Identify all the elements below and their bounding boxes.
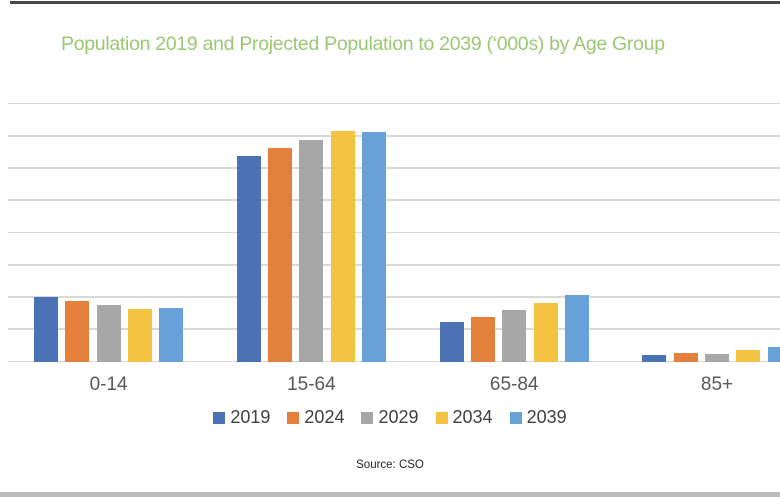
gridline xyxy=(8,167,780,169)
bar-2039-85+ xyxy=(767,347,780,362)
gridline xyxy=(8,263,780,266)
legend-swatch-icon xyxy=(287,411,300,424)
gridline xyxy=(8,296,780,298)
top-border-rule xyxy=(10,1,780,4)
legend-label: 2024 xyxy=(304,407,345,427)
x-axis-label-0-14: 0-14 xyxy=(89,374,128,395)
legend-label: 2039 xyxy=(526,407,567,427)
bar-2024-85+ xyxy=(673,352,698,362)
bar-2019-85+ xyxy=(642,355,667,362)
bar-2039-0-14 xyxy=(159,307,184,362)
legend-swatch-icon xyxy=(361,411,374,424)
legend-label: 2034 xyxy=(452,407,493,427)
legend-swatch-icon xyxy=(213,411,226,424)
bottom-border-rule xyxy=(0,492,780,497)
legend-item-2034: 2034 xyxy=(435,407,493,428)
bar-2029-85+ xyxy=(705,353,729,362)
x-axis-label-85+: 85+ xyxy=(700,374,734,395)
bar-2019-65-84 xyxy=(439,321,464,362)
bar-2034-0-14 xyxy=(127,308,152,362)
legend-item-2019: 2019 xyxy=(213,407,270,428)
bar-2029-15-64 xyxy=(299,139,324,362)
legend-item-2029: 2029 xyxy=(361,407,419,428)
legend-item-2024: 2024 xyxy=(287,407,344,428)
legend-item-2039: 2039 xyxy=(509,407,567,428)
bar-2019-0-14 xyxy=(34,296,58,362)
legend-label: 2029 xyxy=(378,407,419,427)
bar-2034-15-64 xyxy=(330,131,355,362)
gridline xyxy=(8,199,780,202)
source-label: Source: CSO xyxy=(356,459,424,471)
gridline xyxy=(8,134,780,137)
bar-2024-0-14 xyxy=(65,301,90,362)
legend-swatch-icon xyxy=(509,411,522,424)
bar-2039-15-64 xyxy=(362,131,386,362)
bar-2034-85+ xyxy=(736,350,761,362)
chart-title: Population 2019 and Projected Population… xyxy=(61,33,665,55)
gridline xyxy=(8,328,780,331)
x-axis-label-65-84: 65-84 xyxy=(489,374,539,395)
bar-2019-15-64 xyxy=(236,155,261,362)
gridline xyxy=(8,231,780,234)
bar-2024-15-64 xyxy=(268,148,293,362)
x-axis-label-15-64: 15-64 xyxy=(287,374,336,395)
legend-label: 2019 xyxy=(230,407,271,427)
legend-swatch-icon xyxy=(435,411,448,424)
bar-2039-65-84 xyxy=(564,295,589,362)
bar-2029-65-84 xyxy=(502,309,527,362)
legend: 2019 2024 2029 2034 2039 xyxy=(0,407,780,428)
bar-2029-0-14 xyxy=(96,305,121,362)
bar-2024-65-84 xyxy=(470,316,495,362)
bar-2034-65-84 xyxy=(533,302,558,362)
gridline xyxy=(8,360,780,363)
gridline xyxy=(8,102,780,105)
plot-area xyxy=(8,102,780,363)
